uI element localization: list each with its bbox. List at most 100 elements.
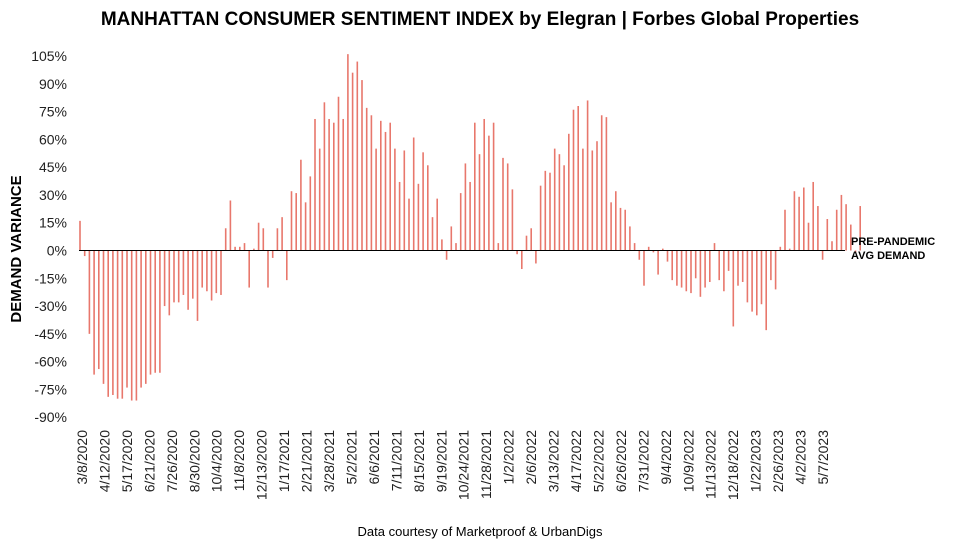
bar [544, 170, 547, 251]
bar [173, 250, 175, 303]
y-tick-label: -75% [34, 381, 67, 397]
bar [441, 239, 443, 251]
bar [412, 137, 415, 251]
bar [182, 250, 185, 295]
bar [290, 191, 293, 251]
bar [591, 150, 594, 251]
bar [220, 250, 222, 295]
bar [577, 106, 579, 251]
bar [859, 206, 861, 251]
x-tick-label: 12/13/2020 [254, 430, 270, 500]
bar [803, 187, 805, 251]
bar [662, 248, 664, 251]
bar [685, 250, 688, 292]
bar [140, 250, 142, 388]
bar [98, 250, 100, 370]
bar [713, 243, 716, 251]
bar [126, 250, 128, 388]
bar [502, 157, 504, 251]
y-tick-label: 0% [47, 243, 67, 259]
bar [718, 250, 720, 281]
bar [201, 250, 203, 288]
bar [450, 226, 453, 251]
bar [817, 206, 819, 251]
bar [732, 250, 735, 327]
bar [112, 250, 114, 395]
bar [314, 118, 316, 251]
bar [215, 250, 218, 294]
bar [506, 163, 509, 251]
bar [243, 243, 246, 251]
x-tick-label: 6/6/2021 [366, 430, 382, 485]
x-tick-label: 6/26/2022 [613, 430, 629, 492]
bar [619, 207, 622, 251]
bars [79, 54, 861, 401]
x-tick-label: 10/24/2021 [456, 430, 472, 500]
bar [271, 250, 274, 258]
x-tick-label: 10/4/2020 [209, 430, 225, 492]
bar [624, 209, 626, 251]
x-tick-label: 3/8/2020 [74, 430, 90, 485]
bar [633, 243, 636, 251]
bar [121, 250, 124, 399]
bar [488, 135, 490, 251]
y-tick-label: -60% [34, 354, 67, 370]
bar [643, 250, 645, 286]
bar [102, 250, 105, 384]
bar [840, 194, 843, 251]
x-tick-label: 11/28/2021 [478, 430, 494, 499]
x-tick-label: 4/2/2023 [793, 430, 809, 485]
bar [398, 181, 401, 251]
bar [342, 118, 344, 251]
bar [262, 228, 265, 251]
bar [610, 202, 612, 251]
bar [516, 250, 518, 255]
bar [135, 250, 138, 401]
bar [159, 250, 161, 373]
bar [629, 226, 631, 251]
x-tick-label: 8/30/2020 [186, 430, 202, 492]
bar [709, 250, 711, 282]
bar [422, 152, 424, 251]
bar [177, 250, 180, 303]
bar [206, 250, 208, 292]
bar [83, 250, 86, 257]
y-tick-label: 60% [39, 131, 67, 147]
bar [281, 217, 283, 251]
bar [737, 250, 739, 286]
bar [821, 250, 824, 260]
bar [831, 241, 833, 251]
y-tick-label: 75% [39, 104, 67, 120]
bar [394, 148, 396, 251]
bar [746, 250, 749, 303]
x-tick-label: 6/21/2020 [141, 430, 157, 492]
bar [680, 250, 683, 288]
y-tick-label: -45% [34, 326, 67, 342]
x-tick-label: 2/6/2022 [523, 430, 539, 485]
bar [318, 148, 321, 251]
bar [788, 248, 791, 251]
bar [130, 250, 133, 401]
bar [469, 181, 471, 251]
bar [525, 235, 528, 251]
x-tick-label: 11/8/2020 [231, 430, 247, 491]
x-tick-label: 3/13/2022 [546, 430, 562, 492]
bar [347, 54, 349, 251]
x-tick-label: 5/2/2021 [344, 430, 360, 485]
bar [93, 250, 95, 375]
bar [568, 133, 570, 251]
bar [154, 250, 156, 373]
bar [224, 228, 227, 251]
bar [793, 191, 796, 251]
bar [455, 243, 457, 251]
bar [356, 61, 359, 251]
bar [511, 189, 514, 251]
bar [676, 250, 678, 286]
bar [615, 191, 617, 251]
bar [267, 250, 269, 288]
bar [436, 198, 438, 251]
bar [530, 228, 532, 251]
bar [323, 102, 326, 251]
bar [558, 154, 561, 251]
x-tick-label: 10/9/2022 [680, 430, 696, 492]
